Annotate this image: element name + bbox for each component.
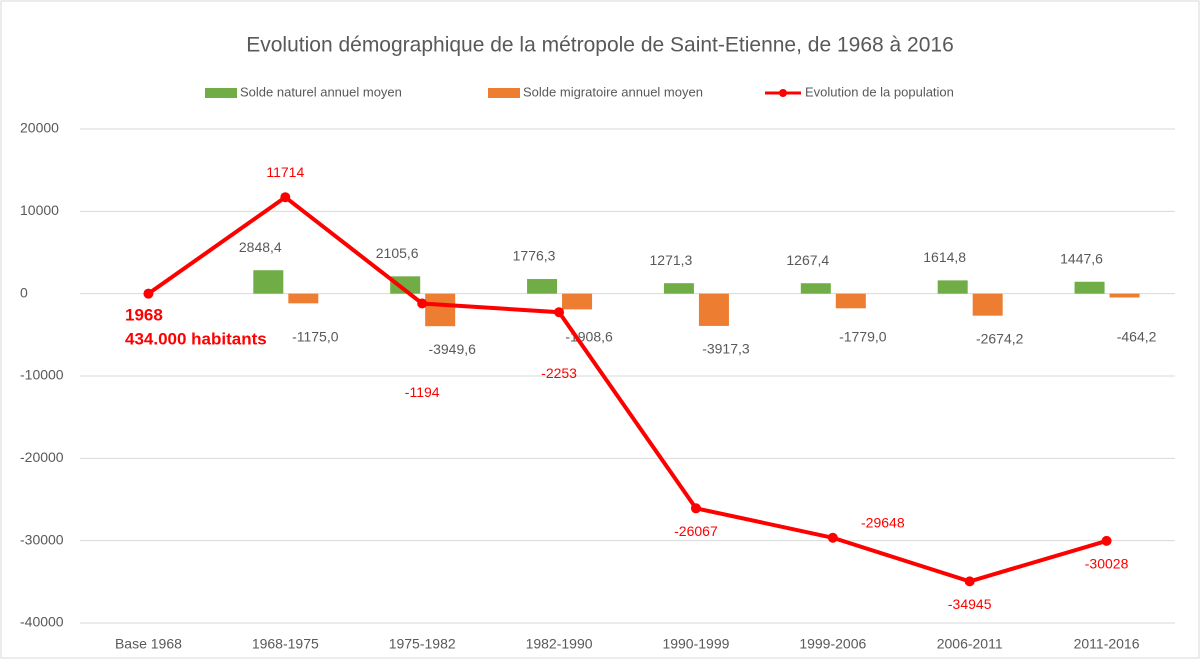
- data-label: 2105,6: [376, 245, 419, 261]
- legend-label: Solde migratoire annuel moyen: [523, 84, 703, 99]
- line: [147, 194, 1108, 584]
- data-label: -1779,0: [839, 328, 887, 344]
- data-label: -1175,0: [292, 328, 339, 344]
- line-point: [1101, 535, 1112, 546]
- data-label: 1267,4: [786, 252, 829, 268]
- data-label: -464,2: [1117, 328, 1157, 344]
- line-point: [143, 288, 154, 299]
- chart-title: Evolution démographique de la métropole …: [246, 34, 954, 57]
- annotation: 1968: [125, 305, 163, 324]
- bar: [663, 283, 694, 294]
- bar: [835, 293, 866, 309]
- y-tick-label: -30000: [20, 531, 64, 547]
- x-tick-label: 1968-1975: [252, 636, 319, 652]
- line-point: [417, 298, 428, 309]
- data-label: 11714: [266, 164, 304, 180]
- line-point: [554, 307, 565, 318]
- data-label: 2848,4: [239, 239, 282, 255]
- data-label: -1194: [405, 384, 440, 400]
- data-label: -3949,6: [428, 341, 476, 357]
- data-label: -3917,3: [702, 341, 750, 357]
- legend-swatch: [488, 88, 520, 98]
- annotation: 434.000 habitants: [125, 329, 267, 348]
- legend-swatch: [779, 89, 787, 97]
- data-label: 1271,3: [650, 252, 693, 268]
- bar: [390, 276, 421, 294]
- bar: [1074, 281, 1105, 294]
- data-label: -2253: [541, 365, 577, 381]
- x-tick-label: 2011-2016: [1074, 636, 1140, 652]
- data-label: -26067: [674, 523, 718, 539]
- line-point: [690, 503, 701, 514]
- bar: [562, 293, 593, 310]
- y-tick-label: -40000: [20, 614, 64, 630]
- legend-label: Solde naturel annuel moyen: [240, 84, 402, 99]
- legend-swatch: [205, 88, 237, 98]
- x-tick-label: 2006-2011: [937, 636, 1003, 652]
- data-label: 1776,3: [513, 248, 556, 264]
- data-label: -2674,2: [976, 330, 1024, 346]
- legend-label: Evolution de la population: [805, 84, 954, 99]
- bar: [972, 293, 1003, 316]
- y-tick-label: -20000: [20, 449, 64, 465]
- data-label: -34945: [948, 596, 992, 612]
- data-label: -29648: [861, 514, 905, 530]
- bar: [937, 280, 968, 294]
- x-tick-label: 1982-1990: [526, 636, 593, 652]
- bar: [698, 293, 729, 326]
- bar: [1109, 293, 1140, 298]
- y-tick-label: 20000: [20, 120, 59, 136]
- x-tick-label: 1990-1999: [662, 636, 729, 652]
- x-tick-label: Base 1968: [115, 636, 182, 652]
- y-tick-label: 10000: [20, 202, 59, 218]
- line-point: [827, 532, 838, 543]
- bar: [288, 293, 319, 304]
- line-point: [964, 576, 975, 587]
- line-point: [280, 192, 291, 203]
- bar: [800, 283, 831, 294]
- bar: [253, 270, 284, 294]
- data-label: -30028: [1085, 556, 1129, 572]
- bar: [425, 293, 456, 327]
- bar: [527, 279, 558, 294]
- y-tick-label: -10000: [20, 367, 64, 383]
- data-label: 1447,6: [1060, 250, 1103, 266]
- data-label: 1614,8: [923, 249, 966, 265]
- x-tick-label: 1999-2006: [799, 636, 866, 652]
- x-tick-label: 1975-1982: [389, 636, 456, 652]
- y-tick-label: 0: [20, 284, 28, 300]
